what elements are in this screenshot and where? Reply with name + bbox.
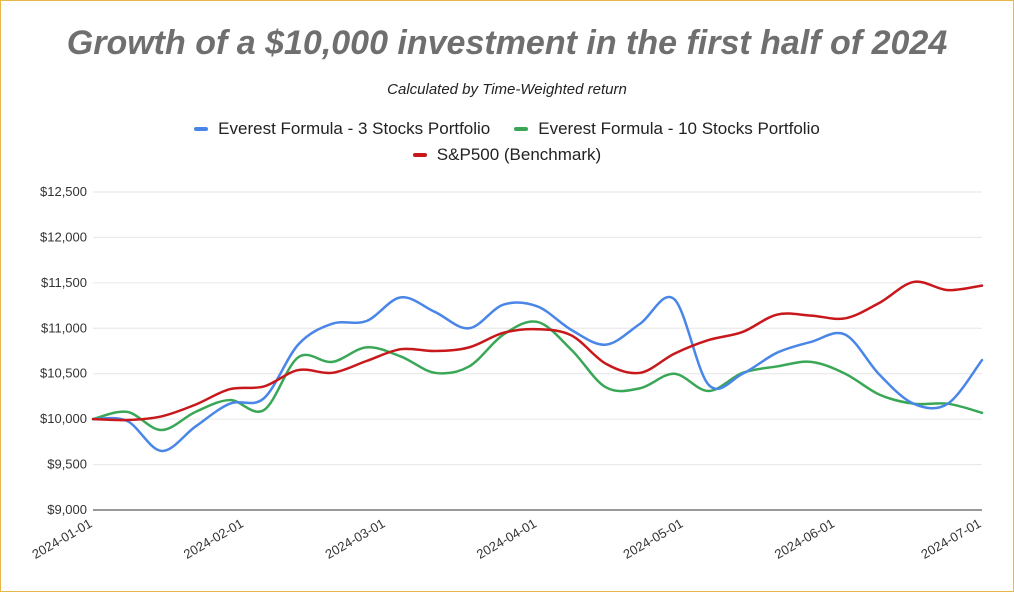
x-tick-label: 2024-03-01 bbox=[322, 516, 387, 562]
legend-label-sp500: S&P500 (Benchmark) bbox=[436, 145, 602, 164]
x-tick-label: 2024-01-01 bbox=[29, 516, 94, 562]
series-line-3-stocks bbox=[91, 295, 984, 453]
x-tick-label: 2024-06-01 bbox=[772, 516, 837, 562]
x-tick-label: 2024-05-01 bbox=[620, 516, 685, 562]
legend-item-10-stocks[interactable]: Everest Formula - 10 Stocks Portfolio bbox=[514, 119, 820, 139]
y-tick-label: $11,500 bbox=[41, 275, 87, 290]
legend-swatch-3-stocks bbox=[194, 127, 209, 131]
x-axis-ticks: 2024-01-01 2024-02-01 2024-03-01 2024-04-01… bbox=[29, 516, 983, 562]
series-lines bbox=[91, 280, 984, 453]
y-tick-label: $11,000 bbox=[41, 320, 87, 335]
legend-label-10-stocks: Everest Formula - 10 Stocks Portfolio bbox=[538, 119, 820, 138]
legend-swatch-10-stocks bbox=[514, 127, 529, 131]
legend-item-3-stocks[interactable]: Everest Formula - 3 Stocks Portfolio bbox=[194, 119, 490, 139]
chart-title: Growth of a $10,000 investment in the fi… bbox=[66, 24, 948, 62]
legend-label-3-stocks: Everest Formula - 3 Stocks Portfolio bbox=[218, 119, 491, 138]
y-tick-label: $12,500 bbox=[40, 184, 87, 199]
x-tick-label: 2024-04-01 bbox=[474, 516, 539, 562]
gridlines bbox=[93, 191, 982, 511]
y-tick-label: $9,000 bbox=[47, 502, 87, 517]
y-tick-label: $10,500 bbox=[40, 366, 87, 381]
y-tick-label: $12,000 bbox=[40, 229, 87, 244]
legend-swatch-sp500 bbox=[412, 153, 427, 157]
x-tick-label: 2024-02-01 bbox=[181, 516, 246, 562]
y-axis-ticks: $9,000 $9,500 $10,000 $10,500 $11,000 $11,500… bbox=[40, 184, 87, 517]
legend-row-2: S&P500 (Benchmark) bbox=[0, 145, 1014, 165]
y-tick-label: $9,500 bbox=[47, 457, 87, 472]
y-tick-label: $10,000 bbox=[40, 411, 87, 426]
chart-subtitle: Calculated by Time-Weighted return bbox=[387, 81, 627, 98]
legend-row-1: Everest Formula - 3 Stocks Portfolio Eve… bbox=[0, 119, 1014, 139]
series-line-10-stocks bbox=[91, 320, 984, 432]
legend-item-sp500[interactable]: S&P500 (Benchmark) bbox=[412, 145, 602, 165]
x-tick-label: 2024-07-01 bbox=[918, 516, 983, 562]
series-line-sp500 bbox=[91, 280, 984, 422]
